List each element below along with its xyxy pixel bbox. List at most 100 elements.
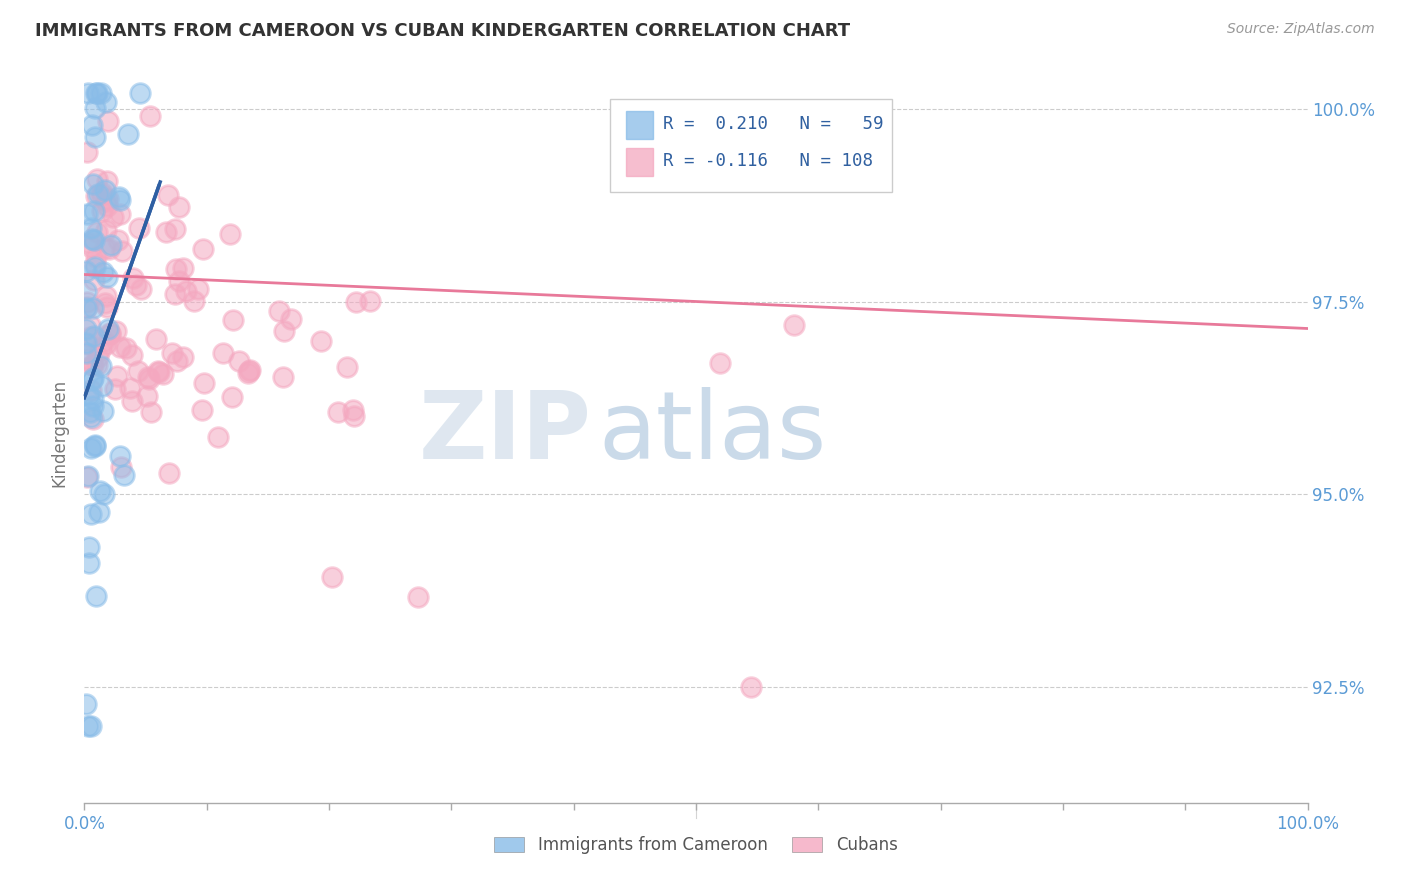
Point — [108, 449, 131, 463]
Point — [101, 211, 124, 225]
Point — [76, 87, 98, 101]
Point — [84, 260, 107, 275]
Point — [145, 332, 167, 346]
Point — [309, 334, 332, 349]
Point — [238, 364, 260, 378]
Point — [82, 392, 104, 406]
Point — [84, 188, 107, 202]
Point — [77, 557, 100, 571]
Point — [98, 242, 121, 256]
Point — [91, 403, 114, 417]
Point — [187, 282, 209, 296]
Point — [75, 345, 97, 359]
Point — [91, 378, 114, 392]
Point — [709, 356, 731, 370]
Point — [80, 383, 103, 397]
Point — [86, 87, 108, 101]
Point — [406, 591, 429, 605]
Text: IMMIGRANTS FROM CAMEROON VS CUBAN KINDERGARTEN CORRELATION CHART: IMMIGRANTS FROM CAMEROON VS CUBAN KINDER… — [35, 22, 851, 40]
Point — [114, 342, 136, 356]
Point — [118, 381, 141, 395]
Point — [89, 505, 111, 519]
Point — [136, 389, 159, 403]
Point — [136, 370, 159, 384]
Point — [80, 719, 103, 733]
Point — [125, 278, 148, 293]
Point — [222, 313, 245, 327]
Point — [79, 541, 101, 555]
Point — [91, 203, 114, 218]
Point — [172, 260, 194, 275]
Point — [96, 300, 118, 314]
Point — [128, 220, 150, 235]
Point — [76, 300, 98, 314]
Point — [77, 719, 100, 733]
Point — [82, 301, 104, 315]
Point — [139, 110, 162, 124]
Point — [96, 174, 118, 188]
Point — [167, 274, 190, 288]
Text: R =  0.210   N =   59: R = 0.210 N = 59 — [664, 115, 883, 133]
Text: ZIP: ZIP — [419, 386, 592, 479]
Point — [97, 321, 120, 335]
Point — [127, 364, 149, 378]
Point — [93, 183, 115, 197]
Point — [87, 186, 110, 201]
Point — [166, 262, 188, 277]
Point — [86, 358, 108, 372]
Point — [104, 324, 127, 338]
Text: Source: ZipAtlas.com: Source: ZipAtlas.com — [1227, 22, 1375, 37]
Point — [94, 337, 117, 351]
Point — [84, 439, 107, 453]
Point — [86, 350, 108, 364]
Point — [98, 326, 121, 340]
Point — [191, 403, 214, 417]
Point — [76, 294, 98, 309]
Point — [82, 358, 104, 372]
Point — [280, 312, 302, 326]
Point — [82, 373, 104, 387]
Point — [146, 364, 169, 378]
Point — [83, 233, 105, 247]
Point — [76, 352, 98, 367]
Point — [211, 345, 233, 359]
Point — [273, 324, 295, 338]
Point — [121, 348, 143, 362]
Point — [156, 187, 179, 202]
Point — [86, 172, 108, 186]
Point — [167, 200, 190, 214]
Point — [121, 393, 143, 408]
Point — [94, 223, 117, 237]
Point — [94, 194, 117, 209]
Point — [83, 273, 105, 287]
Point — [76, 145, 98, 159]
Point — [783, 318, 806, 332]
Point — [342, 402, 364, 417]
Point — [110, 207, 132, 221]
Point — [80, 508, 103, 522]
Point — [228, 353, 250, 368]
Point — [75, 336, 97, 351]
FancyBboxPatch shape — [626, 147, 654, 176]
Point — [107, 233, 129, 247]
Point — [84, 589, 107, 603]
Point — [166, 353, 188, 368]
Point — [138, 372, 160, 386]
Point — [84, 257, 107, 271]
Point — [93, 487, 115, 501]
Point — [359, 293, 381, 308]
Point — [163, 222, 186, 236]
Point — [82, 412, 104, 426]
Point — [94, 289, 117, 303]
Point — [344, 294, 367, 309]
Point — [90, 188, 112, 202]
Y-axis label: Kindergarten: Kindergarten — [51, 378, 69, 487]
Point — [86, 225, 108, 239]
Point — [75, 322, 97, 336]
Point — [129, 282, 152, 296]
Point — [77, 236, 100, 251]
Point — [191, 242, 214, 256]
FancyBboxPatch shape — [626, 111, 654, 138]
Point — [97, 113, 120, 128]
Point — [328, 405, 350, 419]
